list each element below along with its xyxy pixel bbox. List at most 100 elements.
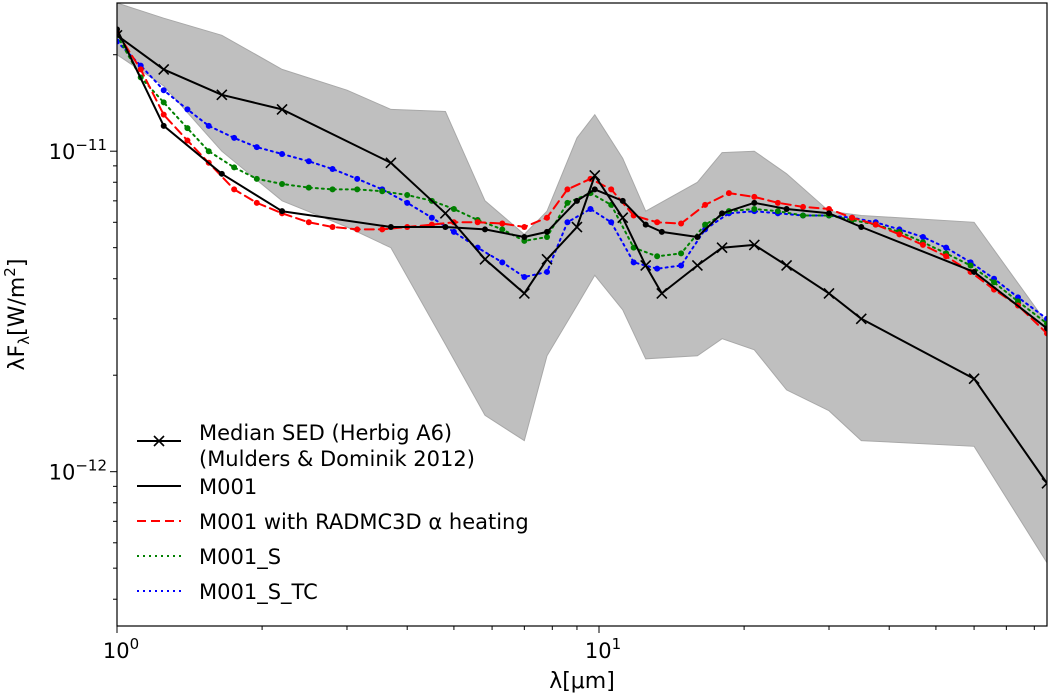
series-3-marker (329, 186, 336, 193)
series-0 (117, 29, 1047, 489)
series-2-marker (354, 226, 361, 233)
series-3-marker (702, 221, 709, 228)
series-2-marker (751, 193, 758, 200)
x-axis-label: λ[μm] (549, 669, 615, 693)
y-axis-label: λFλ[W/m2] (1, 259, 33, 371)
series-2-marker (919, 241, 926, 248)
series-2-marker (564, 186, 571, 193)
series-3-marker (305, 184, 312, 191)
series-2-marker (608, 186, 615, 193)
legend-label: M001 with RADMC3D α heating (199, 510, 529, 534)
series-1-marker (387, 224, 394, 231)
series-3-marker (379, 188, 386, 195)
series-0-marker (748, 239, 760, 251)
series-4-marker (305, 158, 312, 165)
series-1-marker (783, 206, 790, 213)
series-0-marker (855, 313, 867, 325)
series-2-marker (329, 224, 336, 231)
series-3-marker (184, 125, 191, 132)
series-2-marker (184, 137, 191, 144)
series-0-marker (1041, 477, 1047, 489)
series-3-marker (654, 253, 661, 260)
series-1-marker (642, 221, 649, 228)
series-3-marker (160, 99, 167, 106)
series-0-marker (439, 207, 451, 219)
series-2-marker (896, 231, 903, 238)
series-3-marker (774, 208, 781, 215)
series-3-marker (630, 244, 637, 251)
series-4-marker (354, 175, 361, 182)
series-4-marker (564, 219, 571, 226)
series-0-marker (518, 287, 530, 299)
series-1-marker (117, 26, 120, 33)
series-4-marker (279, 151, 286, 158)
series-3-marker (1014, 298, 1021, 305)
series-0-marker (541, 253, 553, 265)
series-2-marker (872, 221, 879, 228)
series-2-marker (702, 201, 709, 208)
legend: Median SED (Herbig A6)(Mulders & Dominik… (137, 421, 529, 605)
tick-labels-layer: 100 101 10−12 10−11 (49, 136, 622, 663)
series-3-marker (205, 148, 212, 155)
series-0-marker (656, 287, 668, 299)
series-2-marker (943, 253, 950, 260)
series-1-marker (719, 210, 726, 217)
series-3-marker (231, 164, 238, 171)
series-2-marker (1044, 330, 1047, 337)
series-0-marker (276, 103, 288, 115)
series-4-marker (450, 228, 457, 235)
series-1-marker (619, 197, 626, 204)
series-3-marker (1044, 320, 1047, 327)
series-2-marker (543, 214, 550, 221)
series-4-marker (329, 165, 336, 172)
legend-label-line2: (Mulders & Dominik 2012) (199, 447, 475, 471)
series-2-marker (499, 220, 506, 227)
series-3-marker (404, 191, 411, 198)
y-tick-label: 10−11 (49, 136, 107, 164)
x-tick-label: 101 (585, 635, 621, 663)
series-0-marker (781, 259, 793, 272)
series-3-marker (967, 262, 974, 269)
series-2-marker (521, 224, 528, 231)
series-0-marker (617, 212, 629, 224)
series-2-marker (160, 111, 167, 118)
series-4-marker (521, 274, 528, 281)
series-1-marker (751, 199, 758, 206)
legend-item-2: M001 with RADMC3D α heating (137, 510, 529, 534)
series-3-marker (678, 250, 685, 257)
series-0-marker (158, 63, 170, 75)
series-0-marker (691, 259, 703, 272)
series-4-marker (654, 265, 661, 272)
series-3-line (117, 34, 1047, 325)
series-1-marker (1044, 325, 1047, 332)
series-1-marker (971, 268, 978, 275)
series-2-marker (774, 199, 781, 206)
series-3-marker (751, 206, 758, 213)
legend-marker (153, 435, 165, 447)
series-2-marker (231, 186, 238, 193)
series-3-marker (279, 181, 286, 188)
legend-label: M001_S (199, 545, 281, 570)
series-4-line (117, 40, 1047, 320)
series-4-marker (1044, 315, 1047, 322)
series-2-marker (725, 190, 732, 197)
x-tick-label: 100 (103, 635, 139, 663)
series-2-line (117, 31, 1047, 335)
series-2-marker (474, 219, 481, 226)
legend-item-3: M001_S (137, 545, 281, 570)
series-4-marker (404, 199, 411, 206)
series-2-marker (654, 219, 661, 226)
series-4-marker (499, 259, 506, 266)
series-4-marker (160, 87, 167, 94)
legend-item-0: Median SED (Herbig A6)(Mulders & Dominik… (137, 421, 475, 471)
series-0-marker (823, 287, 835, 299)
series-1-marker (658, 228, 665, 235)
series-1-marker (825, 210, 832, 217)
legend-item-1: M001 (137, 475, 257, 499)
series-0-marker (117, 29, 123, 41)
series-4-marker (943, 244, 950, 251)
series-3-marker (564, 199, 571, 206)
series-0-line (117, 34, 1047, 485)
series-0-marker (216, 89, 228, 101)
